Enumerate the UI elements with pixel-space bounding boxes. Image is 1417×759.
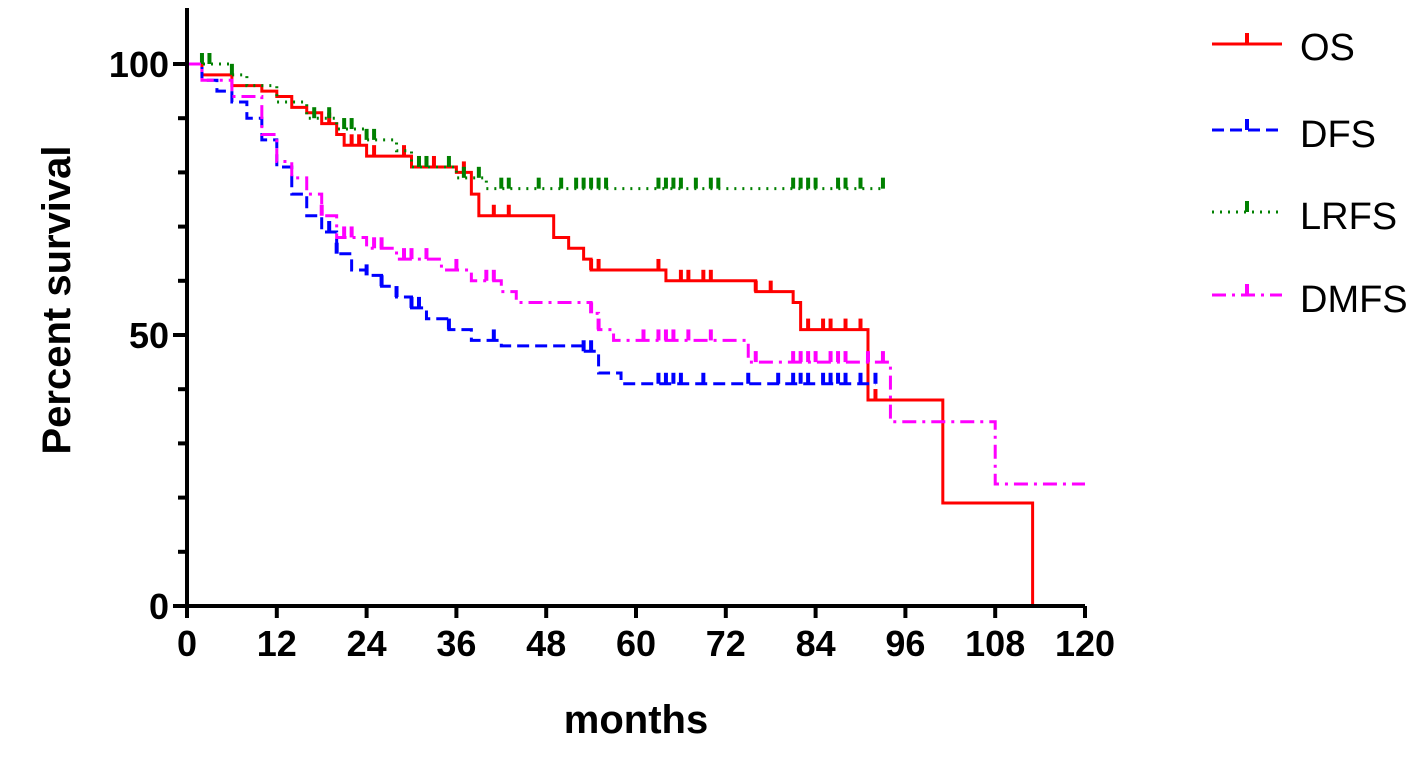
x-tick-label: 36 xyxy=(436,623,476,664)
y-tick-label: 50 xyxy=(129,315,169,356)
x-tick-label: 24 xyxy=(347,623,387,664)
legend-label-dmfs: DMFS xyxy=(1300,279,1408,321)
series-dmfs xyxy=(187,62,1282,486)
x-tick-label: 60 xyxy=(616,623,656,664)
legend: OS DFS LRFS DMFS xyxy=(1300,27,1408,321)
x-tick-label: 72 xyxy=(706,623,746,664)
survival-curve-dmfs xyxy=(187,62,1085,486)
axes-layer: 0 50 100 0 12 24 36 48 60 72 84 96 108 120 xyxy=(109,8,1115,664)
x-tick-label: 0 xyxy=(177,623,197,664)
y-axis-label: Percent survival xyxy=(35,145,79,454)
series-lrfs xyxy=(187,53,1282,214)
series-layer xyxy=(187,33,1282,606)
legend-label-dfs: DFS xyxy=(1300,114,1376,156)
x-axis-label: months xyxy=(564,698,708,742)
y-tick-label: 100 xyxy=(109,44,169,85)
series-os xyxy=(187,33,1282,606)
survival-curve-os xyxy=(187,62,1035,606)
legend-label-os: OS xyxy=(1300,27,1355,69)
x-tick-label: 108 xyxy=(965,623,1025,664)
survival-curve-lrfs xyxy=(187,62,883,191)
legend-label-lrfs: LRFS xyxy=(1300,196,1397,238)
x-tick-label: 12 xyxy=(257,623,297,664)
series-dfs xyxy=(187,62,1282,386)
x-tick-label: 96 xyxy=(885,623,925,664)
y-tick-label: 0 xyxy=(149,586,169,627)
x-tick-label: 120 xyxy=(1055,623,1115,664)
x-tick-label: 84 xyxy=(796,623,836,664)
survival-curve-dfs xyxy=(187,62,876,386)
x-tick-label: 48 xyxy=(526,623,566,664)
